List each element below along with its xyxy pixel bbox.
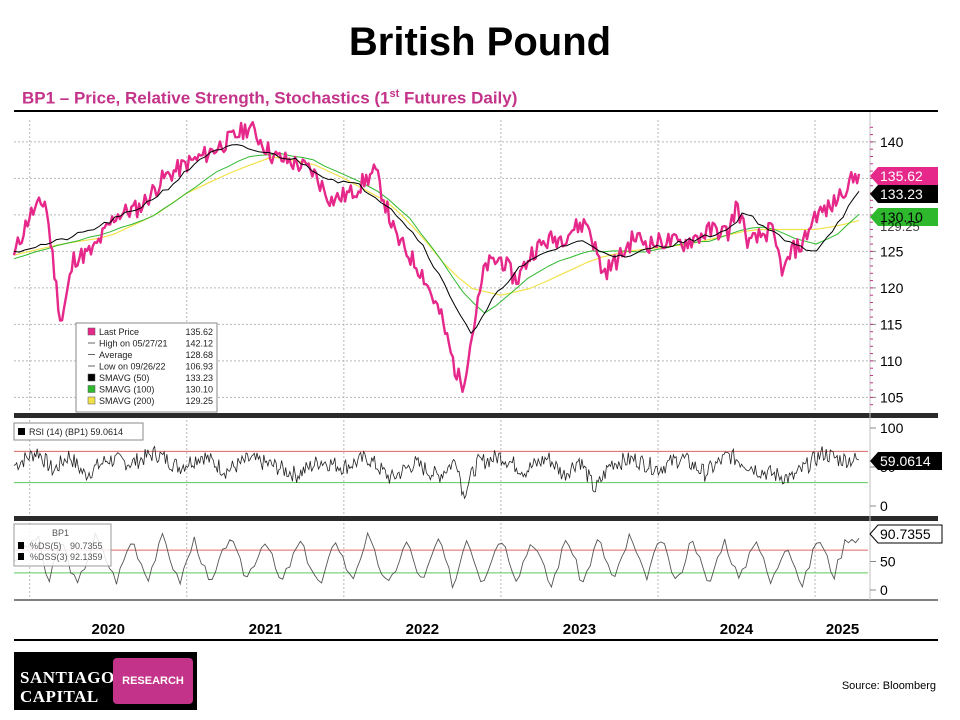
rsi-tag-box [870,452,942,470]
legend-swatch [87,373,96,382]
y-tick-label-140: 140 [880,134,904,150]
stoch-legend-box [13,523,112,567]
logo-line-2: CAPITAL [20,687,99,706]
y-tick-label-120: 120 [880,280,904,296]
legend-value: 128.68 [185,350,213,360]
legend-box [75,322,218,413]
legend-value: 142.12 [185,339,213,349]
x-tick-label-2024: 2024 [720,621,754,638]
stoch-legend-label: %DSS(3) [30,552,68,562]
stochastics-panel: BP1 %DS(5) 90.7355%DSS(3) 92.1359 [13,523,868,590]
chart-subtitle: BP1 – Price, Relative Strength, Stochast… [22,88,517,109]
rsi-tick-label-0: 0 [880,498,888,514]
stoch-tick-label-0: 0 [880,582,888,598]
price-legend: Last Price 135.62 High on 05/27/21 142.12 Av… [75,322,218,413]
x-tick-label-2023: 2023 [563,621,596,638]
santiago-capital-logo: SANTIAGO CAPITAL RESEARCH [14,652,197,710]
legend-value: 135.62 [185,327,213,337]
price-tag-label: 135.62 [880,168,923,184]
series-line-last-price [12,121,861,393]
x-tick-label-2020: 2020 [92,621,125,638]
rsi-legend-label: RSI (14) (BP1) 59.0614 [29,427,123,437]
price-panel: Last Price 135.62 High on 05/27/21 142.12 Av… [12,121,861,413]
rsi-legend: RSI (14) (BP1) 59.0614 [13,422,144,441]
price-tag: 135.62 [870,167,938,185]
rsi-tag-label: 59.0614 [880,453,931,469]
rsi-tick-label-100: 100 [880,420,904,436]
rsi-tag: 59.0614 [870,452,942,470]
legend-value: 130.10 [185,385,213,395]
series-line-smavg-200- [13,156,860,296]
rsi-legend-swatch [18,428,25,435]
x-tick-label-2025: 2025 [826,621,859,638]
series-line-smavg-100- [13,153,860,314]
price-tag-box [870,185,938,203]
x-tick-label-2022: 2022 [406,621,439,638]
y-tick-label-125: 125 [880,243,904,259]
price-tag: 133.23 [870,185,938,203]
stoch-legend-value: 92.1359 [70,552,103,562]
panel-separator [14,413,938,418]
source-note: Source: Bloomberg [841,680,936,692]
rsi-panel: RSI (14) (BP1) 59.0614 [13,422,868,500]
stoch-tag-label: 90.7355 [880,526,931,542]
stoch-legend-swatch [18,553,24,560]
stoch-tick-label-50: 50 [880,554,896,570]
page-title: British Pound [348,20,612,64]
x-tick-label-2021: 2021 [249,621,282,638]
rsi-line [13,445,860,500]
legend-label: Last Price [99,327,139,337]
subtitle-main: BP1 – Price, Relative Strength, Stochast… [22,88,390,108]
stoch-line [13,531,860,590]
research-badge: RESEARCH [113,658,193,704]
logo-wordmark: SANTIAGO CAPITAL [20,668,115,706]
price-tag: 130.10 [870,208,938,226]
y-tick-label-110: 110 [880,353,903,369]
legend-label: Average [99,350,132,360]
legend-label: SMAVG (100) [99,385,154,395]
legend-label: High on 05/27/21 [99,339,168,349]
legend-label: SMAVG (50) [99,373,149,383]
legend-value: 106.93 [185,362,213,372]
series-line-smavg-50- [13,144,860,334]
price-tag-label: 133.23 [880,186,923,202]
legend-value: 129.25 [185,396,213,406]
legend-label: SMAVG (200) [99,396,154,406]
stoch-legend-label: %DS(5) [30,541,62,551]
price-tag-label: 130.10 [880,209,923,225]
price-tag-box [870,208,938,226]
legend-swatch [87,385,96,393]
stoch-tag-box [869,524,943,544]
logo-line-1: SANTIAGO [20,668,115,687]
stoch-legend-swatch [18,542,24,549]
subtitle-end: Futures Daily) [399,88,518,108]
rsi-legend-box [13,422,144,441]
legend-label: Low on 09/26/22 [99,362,166,372]
legend-swatch [87,396,96,405]
y-tick-label-115: 115 [880,316,903,332]
stoch-legend: BP1 %DS(5) 90.7355%DSS(3) 92.1359 [13,523,112,567]
y-tick-label-105: 105 [880,389,904,405]
stoch-legend-value: 90.7355 [70,541,103,551]
legend-value: 133.23 [185,373,213,383]
axis-layer: 2020 2021 2022 2023 2024 2025 105 110 115 120 125 1… [14,112,943,641]
subtitle-superscript: st [389,88,400,100]
price-tag-partial: 129.25 [880,219,920,234]
legend-swatch [87,327,96,336]
stoch-tag: 90.7355 [869,524,943,544]
price-tag-box [870,167,938,185]
panel-separator [14,516,938,521]
stoch-legend-title: BP1 [52,528,69,538]
